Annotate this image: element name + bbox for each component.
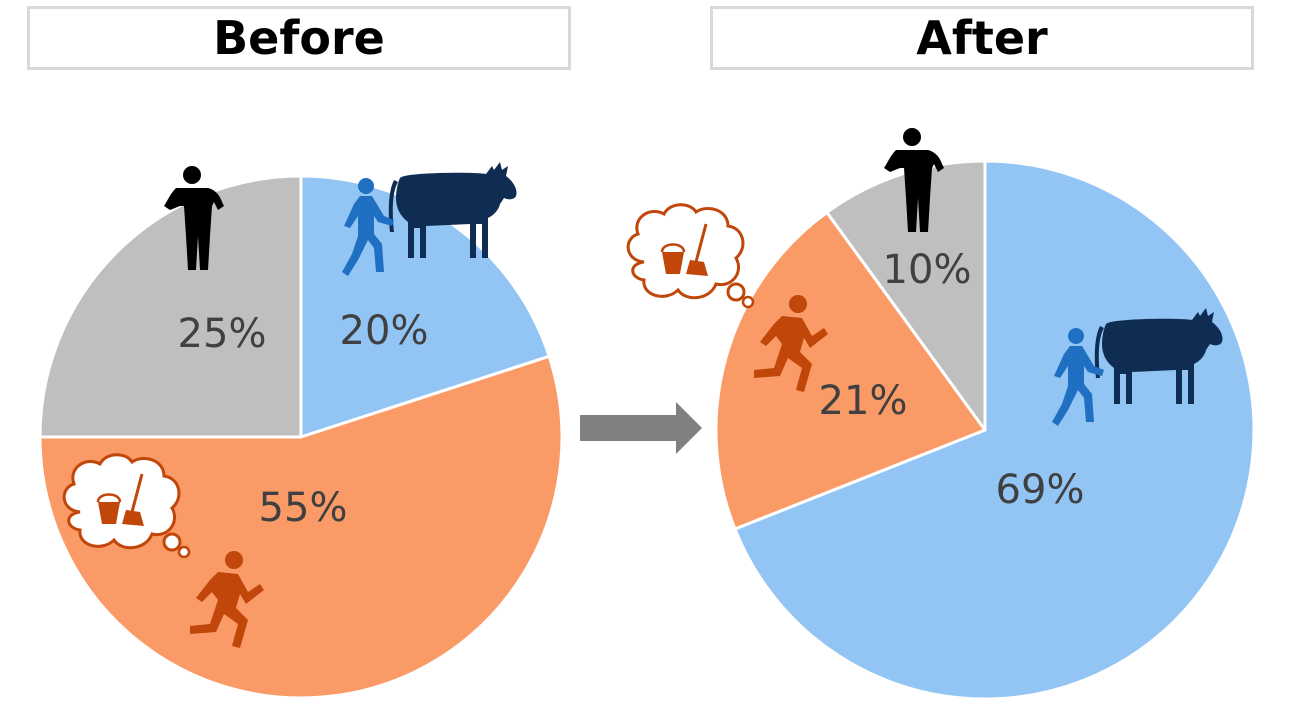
before-pie-chart: 20% 55% 25%: [38, 174, 564, 700]
before-label-no-activity: 25%: [178, 311, 267, 357]
after-thought-bubble-icon: [626, 203, 755, 309]
before-label-cattle-work: 20%: [340, 308, 429, 354]
before-slice-cleaning-absent: [38, 354, 564, 700]
after-slice-cleaning-absent: [714, 210, 987, 531]
after-slice-cattle-work: [733, 159, 1256, 701]
after-label-no-activity: 10%: [883, 247, 972, 293]
after-label-cleaning-absent: 21%: [819, 378, 908, 424]
after-title: After: [710, 6, 1254, 70]
before-slice-no-activity: [38, 174, 303, 439]
after-slice-no-activity: [825, 159, 987, 432]
before-title: Before: [27, 6, 571, 70]
right-arrow-icon: [580, 402, 702, 454]
after-pie-chart: 69% 21% 10%: [714, 159, 1256, 701]
after-label-cattle-work: 69%: [996, 467, 1085, 513]
before-label-cleaning-absent: 55%: [259, 485, 348, 531]
